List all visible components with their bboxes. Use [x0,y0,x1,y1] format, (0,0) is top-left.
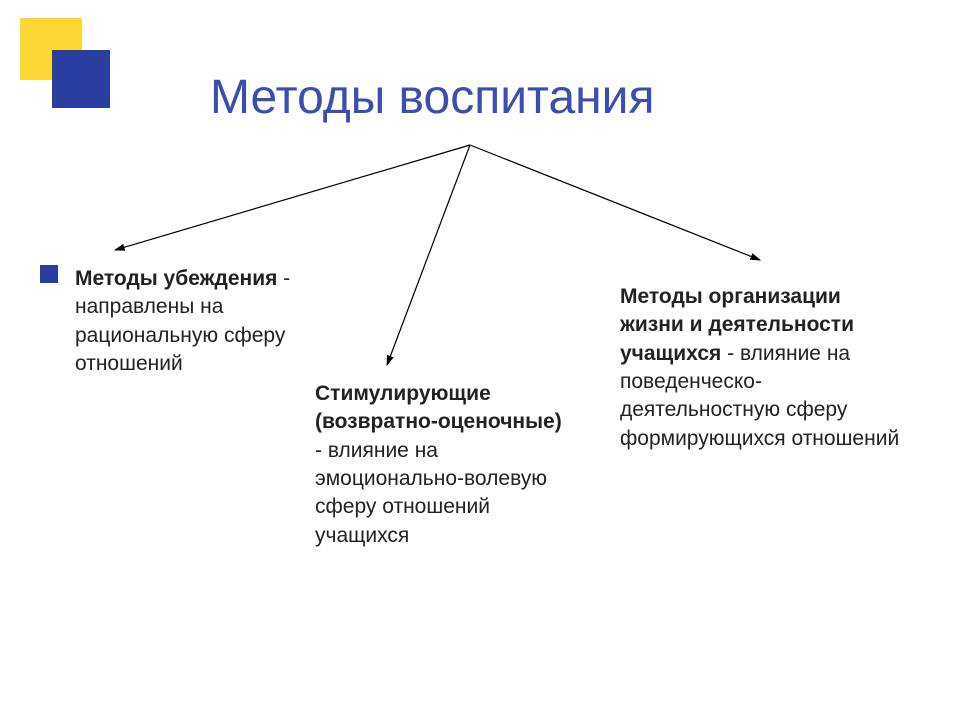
corner-decor [0,0,120,130]
branch-text: Стимулирующие (возвратно-оценочные) - вл… [315,380,565,550]
page-title: Методы воспитания [210,70,654,125]
branch-bold: Методы убеждения [75,267,277,290]
arrow-line [115,145,470,250]
branch-text: Методы убеждения - направлены на рациона… [75,265,305,378]
arrow-line [387,145,470,365]
branch-3: Методы организации жизни и деятельности … [620,283,900,453]
branch-1: Методы убеждения - направлены на рациона… [75,265,305,378]
slide: Методы воспитания Методы убеждения - нап… [0,0,960,720]
branch-2: Стимулирующие (возвратно-оценочные) - вл… [315,380,565,550]
branch-bold: Стимулирующие (возвратно-оценочные) [315,382,562,433]
branch-text: Методы организации жизни и деятельности … [620,283,900,453]
decor-square-blue [52,50,110,108]
arrow-line [470,145,760,260]
bullet-square-icon [40,265,58,283]
branch-rest: - влияние на эмоционально-волевую сферу … [315,439,547,547]
